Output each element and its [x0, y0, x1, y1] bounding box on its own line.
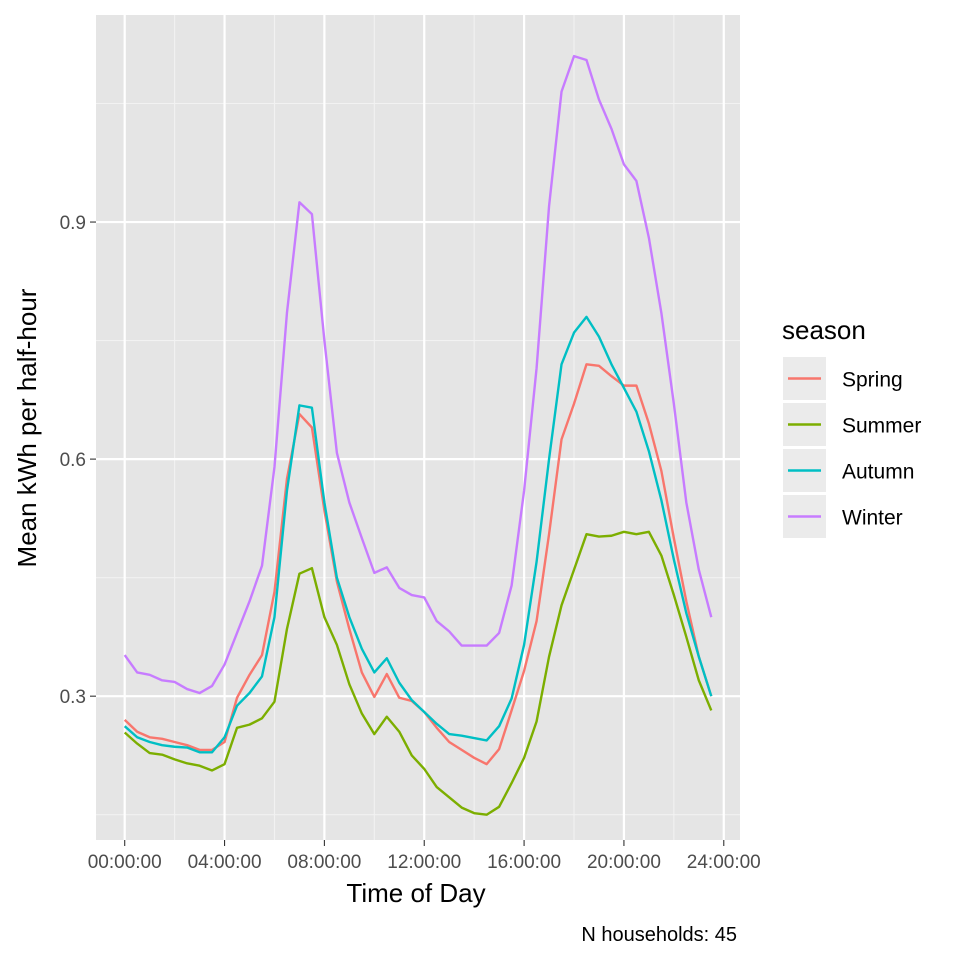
- minor-gridlines: [96, 15, 740, 840]
- series-line-summer: [123, 530, 713, 816]
- legend-label-spring: Spring: [842, 369, 903, 392]
- legend-label-summer: Summer: [842, 415, 921, 438]
- legend-label-winter: Winter: [842, 507, 903, 530]
- x-tick-label: 24:00:00: [687, 852, 761, 873]
- legend-title: season: [782, 315, 866, 345]
- y-tick-label: 0.6: [60, 450, 86, 471]
- x-axis: 00:00:00 04:00:00 08:00:00 12:00:00 16:00:00…: [88, 840, 761, 873]
- x-tick-label: 16:00:00: [487, 852, 561, 873]
- y-tick-label: 0.3: [60, 687, 86, 708]
- series-lines: [123, 54, 713, 816]
- plot-panel: [96, 15, 740, 840]
- major-gridlines: [96, 15, 740, 840]
- y-axis-title: Mean kWh per half-hour: [12, 288, 42, 567]
- series-line-winter: [123, 54, 713, 695]
- x-tick-label: 00:00:00: [88, 852, 162, 873]
- x-axis-title: Time of Day: [346, 878, 485, 908]
- legend-label-autumn: Autumn: [842, 461, 914, 484]
- y-axis: 0.3 0.6 0.9: [60, 213, 96, 708]
- x-tick-label: 12:00:00: [387, 852, 461, 873]
- x-tick-label: 08:00:00: [287, 852, 361, 873]
- caption: N households: 45: [581, 924, 737, 946]
- x-tick-label: 20:00:00: [587, 852, 661, 873]
- y-tick-label: 0.9: [60, 213, 86, 234]
- series-line-autumn: [123, 315, 713, 754]
- x-tick-label: 04:00:00: [188, 852, 262, 873]
- legend: season Spring Summer Autumn Winter: [782, 315, 921, 538]
